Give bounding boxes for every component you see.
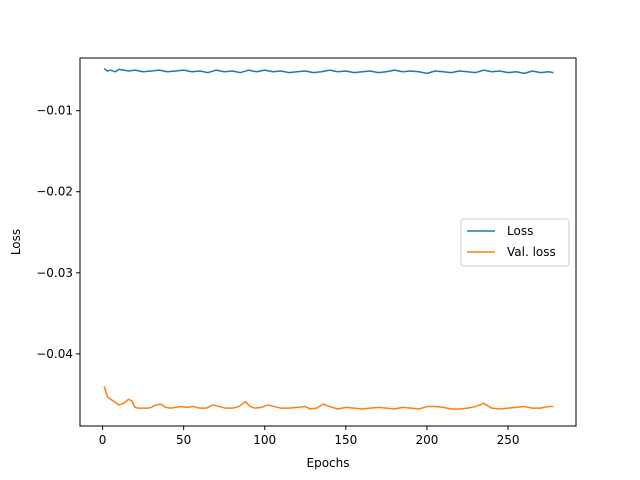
x-tick-label: 100 [253, 433, 276, 447]
y-tick-label: −0.01 [36, 104, 73, 118]
y-tick-label: −0.02 [36, 185, 73, 199]
y-axis-ticks: −0.04 −0.03 −0.02 −0.01 [36, 104, 80, 361]
legend-label-loss: Loss [507, 224, 533, 238]
y-axis-title: Loss [9, 229, 23, 255]
x-tick-label: 50 [176, 433, 191, 447]
x-tick-label: 0 [99, 433, 107, 447]
x-axis-ticks: 0 50 100 150 200 250 [99, 426, 520, 447]
axes-frame [79, 57, 577, 427]
series-line-loss [103, 67, 554, 75]
series-lines [103, 67, 554, 410]
legend: Loss Val. loss [460, 218, 570, 267]
x-tick-label: 200 [415, 433, 438, 447]
x-axis-title: Epochs [307, 456, 350, 470]
plot-area [79, 57, 577, 427]
legend-label-val-loss: Val. loss [507, 245, 556, 259]
x-tick-label: 250 [497, 433, 520, 447]
y-tick-label: −0.04 [36, 347, 73, 361]
x-tick-label: 150 [334, 433, 357, 447]
y-tick-label: −0.03 [36, 266, 73, 280]
series-line-val-loss [103, 386, 554, 410]
